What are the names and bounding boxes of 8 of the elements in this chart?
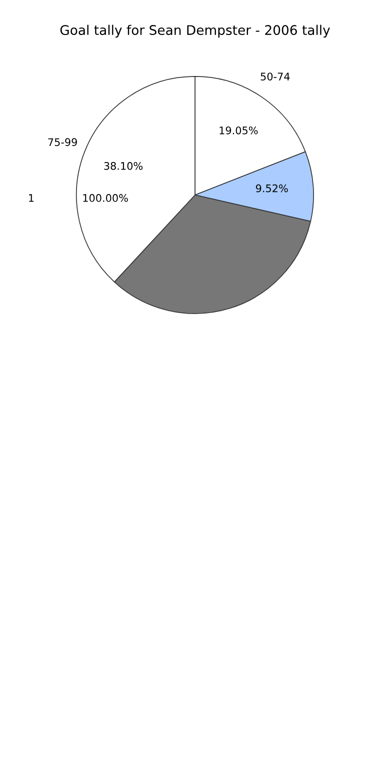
data-label: 19.05%	[220, 126, 258, 134]
chart-title: Goal tally for Sean Dempster - 2006 tally	[60, 24, 330, 38]
slice-label: 75-99	[48, 138, 77, 146]
text: 1	[29, 194, 34, 202]
text: 100.00%	[83, 194, 128, 202]
data-label: 9.52%	[256, 184, 288, 192]
slice-label: 50-74	[260, 72, 290, 80]
data-label: 38.10%	[104, 162, 143, 170]
